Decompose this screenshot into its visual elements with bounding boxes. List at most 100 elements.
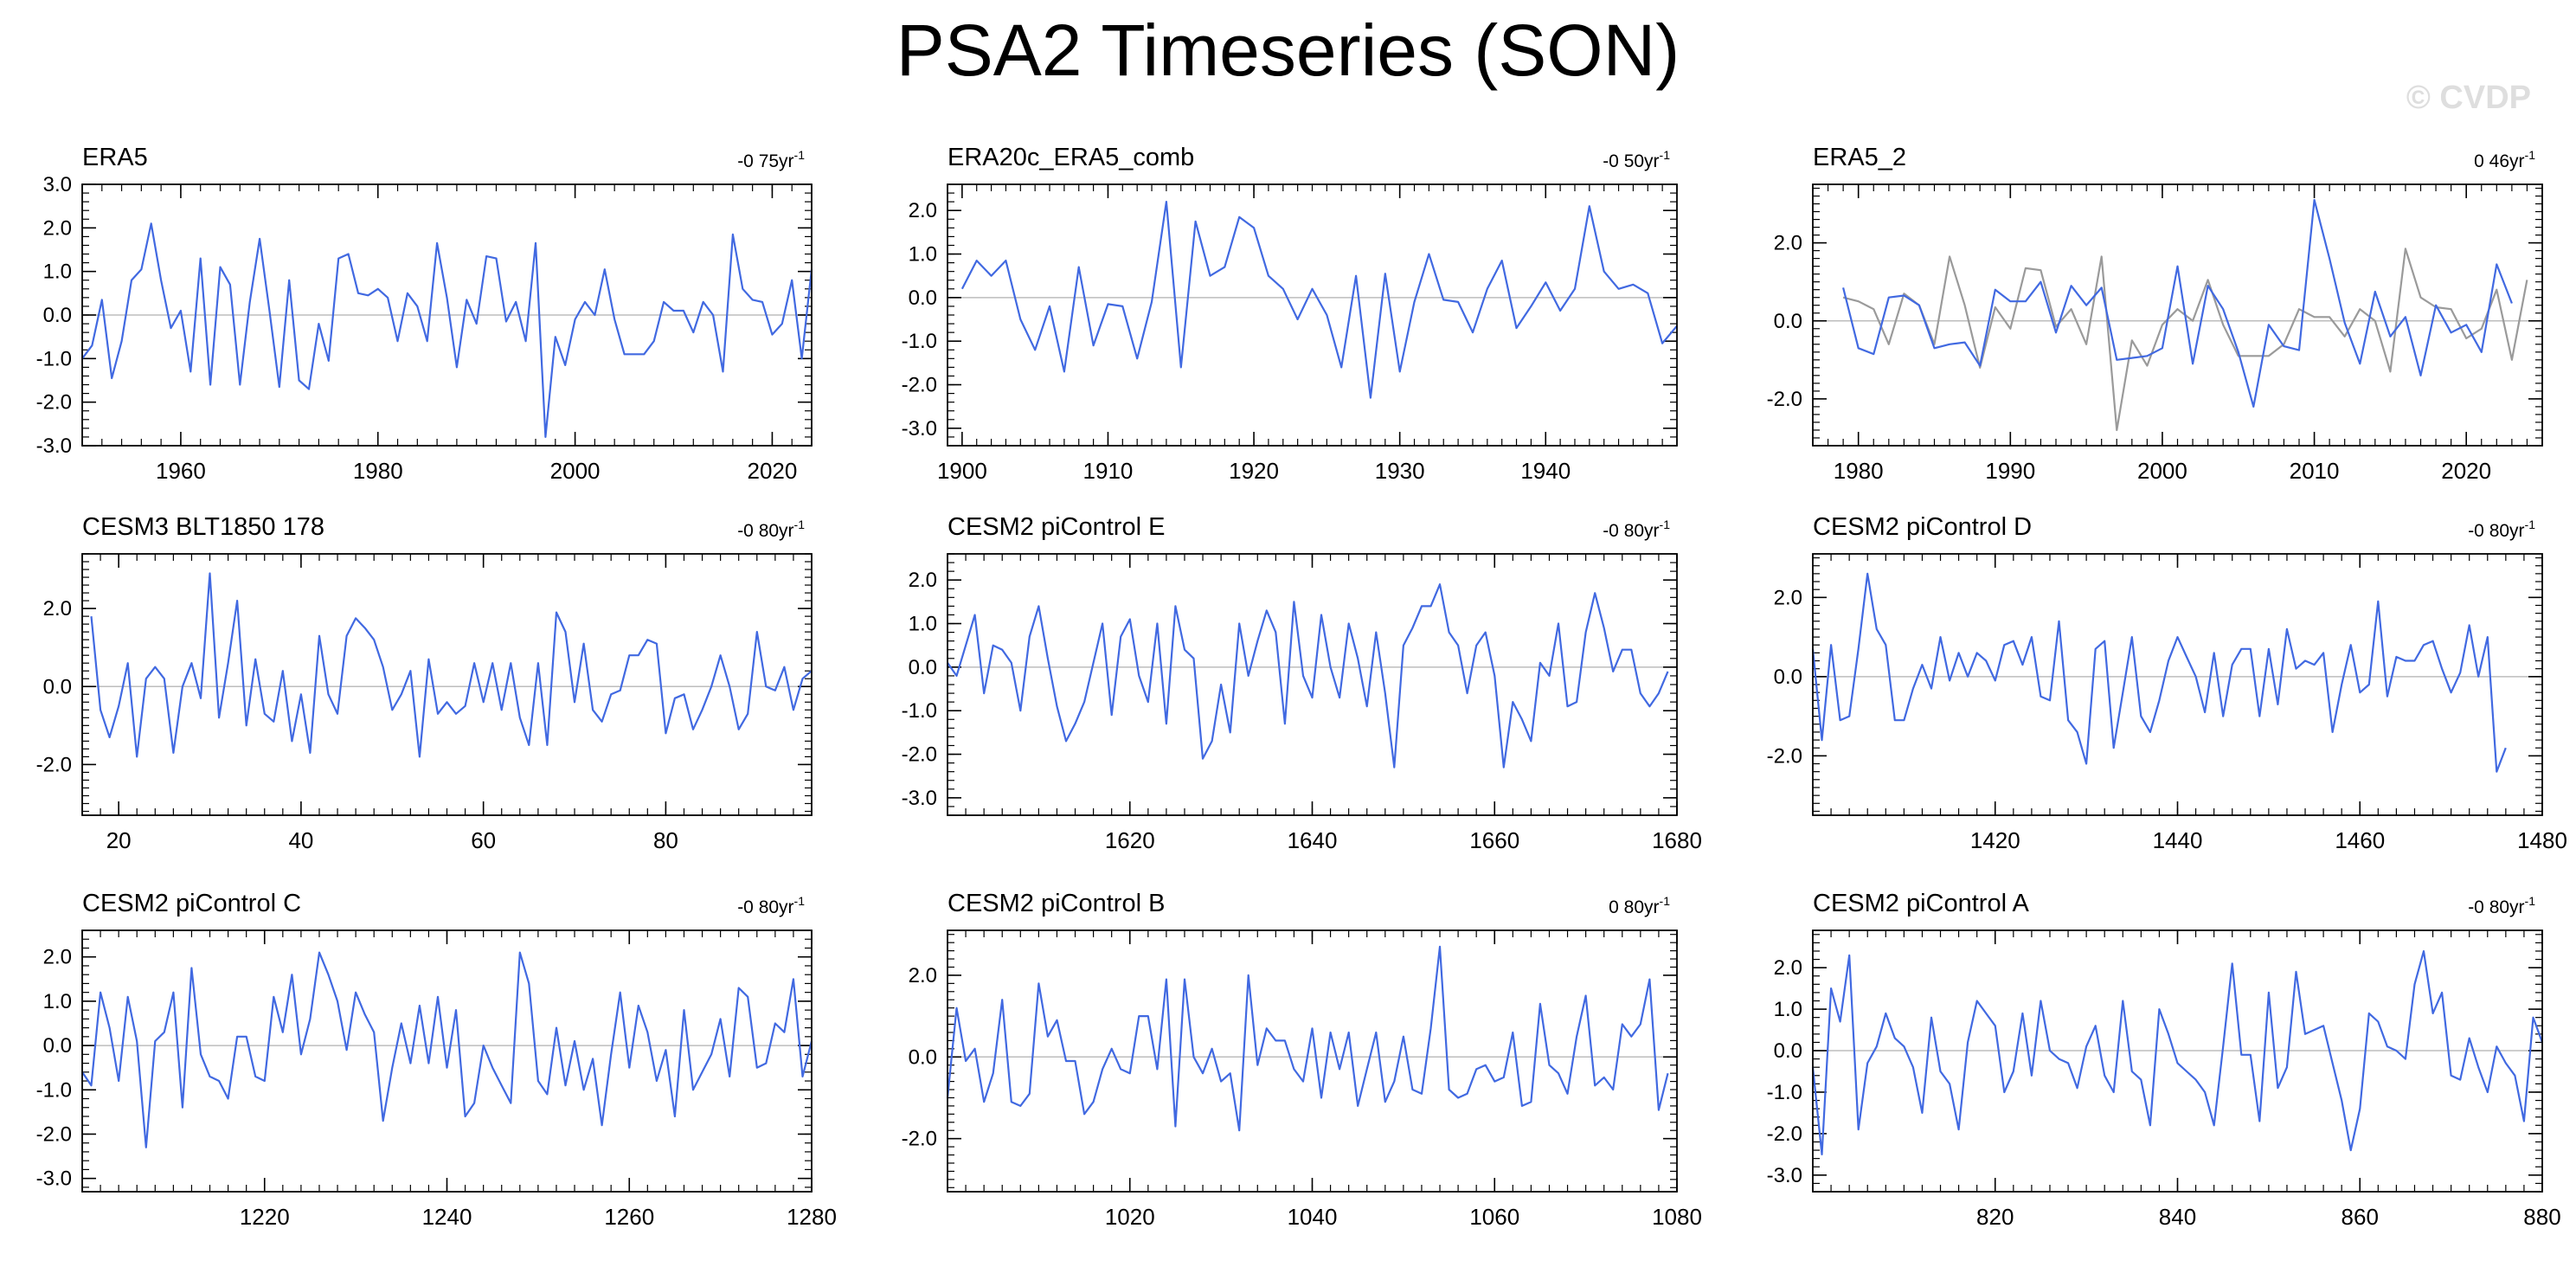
x-tick-label: 2020 bbox=[2441, 458, 2491, 484]
y-tick-label: -1.0 bbox=[902, 330, 937, 353]
y-tick-label: 2.0 bbox=[909, 569, 937, 592]
trend-label: -0 50yr-1 bbox=[1603, 148, 1670, 171]
trend-label: -0 80yr-1 bbox=[2468, 518, 2535, 541]
y-tick-label: -2.0 bbox=[1767, 1122, 1802, 1146]
x-tick-label: 880 bbox=[2523, 1204, 2560, 1230]
x-tick-label: 860 bbox=[2342, 1204, 2379, 1230]
chart-panel: ERA20c_ERA5_comb -0 50yr-1 1900 1910 1920 193… bbox=[902, 144, 1678, 484]
x-tick-label: 1020 bbox=[1105, 1204, 1155, 1230]
x-tick-label: 1240 bbox=[422, 1204, 472, 1230]
y-tick-label: 2.0 bbox=[43, 597, 72, 621]
y-tick-label: 0.0 bbox=[909, 656, 937, 679]
y-tick-label: 2.0 bbox=[1774, 586, 1802, 609]
x-tick-label: 1060 bbox=[1469, 1204, 1519, 1230]
x-tick-label: 1640 bbox=[1288, 827, 1338, 853]
x-tick-label: 840 bbox=[2159, 1204, 2196, 1230]
x-tick-label: 1680 bbox=[1652, 827, 1702, 853]
y-tick-label: -1.0 bbox=[902, 699, 937, 723]
y-tick-label: 0.0 bbox=[1774, 310, 1802, 333]
y-tick-label: 2.0 bbox=[1774, 956, 1802, 980]
panel-title: ERA20c_ERA5_comb bbox=[948, 144, 1194, 171]
trend-label: -0 80yr-1 bbox=[2468, 894, 2535, 917]
x-tick-label: 1040 bbox=[1288, 1204, 1338, 1230]
trend-label: -0 80yr-1 bbox=[1603, 518, 1670, 541]
panel-title: CESM2 piControl C bbox=[82, 890, 301, 917]
x-tick-label: 2000 bbox=[550, 458, 601, 484]
y-tick-label: -2.0 bbox=[902, 743, 937, 767]
plot-frame bbox=[947, 929, 1678, 1193]
plot-frame bbox=[947, 183, 1678, 447]
y-tick-label: -2.0 bbox=[1767, 744, 1802, 768]
y-tick-label: 1.0 bbox=[909, 613, 937, 636]
chart-panel: ERA5_2 0 46yr-1 1980 1990 2000 2010 2020 -2.0 0.… bbox=[1767, 144, 2543, 484]
plot-frame bbox=[81, 929, 813, 1193]
chart-panel: CESM3 BLT1850 178 -0 80yr-1 20 40 60 80 -2.0 0.… bbox=[36, 513, 813, 853]
x-tick-label: 2020 bbox=[748, 458, 798, 484]
x-tick-label: 1460 bbox=[2335, 827, 2385, 853]
series-line bbox=[1811, 572, 2507, 773]
y-tick-label: -3.0 bbox=[902, 787, 937, 810]
chart-panel: CESM2 piControl E -0 80yr-1 1620 1640 1660 16… bbox=[902, 513, 1702, 853]
plot-frame bbox=[1812, 183, 2543, 447]
plot-frame bbox=[947, 553, 1678, 816]
x-tick-label: 820 bbox=[1976, 1204, 2014, 1230]
x-tick-label: 20 bbox=[106, 827, 132, 853]
x-tick-label: 40 bbox=[288, 827, 313, 853]
panel-title: CESM2 piControl E bbox=[948, 513, 1165, 541]
y-tick-label: -1.0 bbox=[36, 347, 72, 370]
y-tick-label: -2.0 bbox=[902, 1128, 937, 1151]
x-tick-label: 1940 bbox=[1520, 458, 1571, 484]
x-tick-label: 2010 bbox=[2290, 458, 2340, 484]
y-tick-label: 2.0 bbox=[1774, 232, 1802, 255]
plot-frame bbox=[81, 183, 813, 447]
x-tick-label: 60 bbox=[471, 827, 496, 853]
y-tick-label: 0.0 bbox=[909, 1045, 937, 1069]
x-tick-label: 1440 bbox=[2153, 827, 2203, 853]
series-line bbox=[81, 222, 813, 438]
x-tick-label: 80 bbox=[653, 827, 678, 853]
trend-label: -0 80yr-1 bbox=[737, 894, 805, 917]
chart-panel: CESM2 piControl B 0 80yr-1 1020 1040 1060 108… bbox=[902, 890, 1702, 1230]
x-tick-label: 1930 bbox=[1375, 458, 1425, 484]
x-tick-label: 1620 bbox=[1105, 827, 1155, 853]
x-tick-label: 1080 bbox=[1652, 1204, 1702, 1230]
y-tick-label: -3.0 bbox=[902, 417, 937, 441]
series-line bbox=[81, 951, 813, 1148]
series-line bbox=[1811, 949, 2544, 1156]
y-tick-label: 0.0 bbox=[1774, 1039, 1802, 1063]
series-line bbox=[946, 945, 1669, 1132]
overlay-series-line bbox=[1842, 248, 2528, 432]
plot-frame bbox=[1812, 929, 2543, 1193]
chart-panel: CESM2 piControl D -0 80yr-1 1420 1440 1460 14… bbox=[1767, 513, 2567, 853]
y-tick-label: 0.0 bbox=[909, 286, 937, 310]
x-tick-label: 1980 bbox=[1834, 458, 1884, 484]
y-tick-label: 2.0 bbox=[909, 199, 937, 222]
y-tick-label: 1.0 bbox=[43, 260, 72, 284]
chart-panel: CESM2 piControl C -0 80yr-1 1220 1240 1260 12… bbox=[36, 890, 837, 1230]
x-tick-label: 1990 bbox=[1985, 458, 2035, 484]
y-tick-label: 1.0 bbox=[43, 990, 72, 1013]
y-tick-label: 0.0 bbox=[43, 304, 72, 327]
chart-panel: CESM2 piControl A -0 80yr-1 820 840 860 880 -3… bbox=[1767, 890, 2561, 1230]
x-tick-label: 1920 bbox=[1229, 458, 1279, 484]
y-tick-label: 0.0 bbox=[43, 675, 72, 698]
plot-frame bbox=[81, 553, 813, 816]
y-tick-label: -2.0 bbox=[36, 391, 72, 415]
x-tick-label: 1910 bbox=[1083, 458, 1134, 484]
x-tick-label: 1420 bbox=[1970, 827, 2020, 853]
cvdp-watermark: © CVDP bbox=[2406, 80, 2531, 116]
x-tick-label: 1660 bbox=[1469, 827, 1519, 853]
series-line bbox=[947, 583, 1669, 769]
panel-title: CESM3 BLT1850 178 bbox=[82, 513, 324, 541]
x-tick-label: 1260 bbox=[604, 1204, 654, 1230]
y-tick-label: 1.0 bbox=[909, 243, 937, 267]
y-tick-label: -1.0 bbox=[36, 1078, 72, 1102]
trend-label: -0 80yr-1 bbox=[737, 518, 805, 541]
panel-title: ERA5_2 bbox=[1813, 144, 1906, 171]
y-tick-label: 2.0 bbox=[43, 946, 72, 969]
trend-label: -0 75yr-1 bbox=[737, 148, 805, 171]
x-tick-label: 2000 bbox=[2137, 458, 2187, 484]
y-tick-label: -2.0 bbox=[36, 1122, 72, 1146]
panel-title: CESM2 piControl A bbox=[1813, 890, 2029, 917]
